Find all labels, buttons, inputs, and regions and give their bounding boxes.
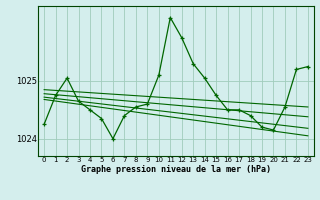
X-axis label: Graphe pression niveau de la mer (hPa): Graphe pression niveau de la mer (hPa) [81, 165, 271, 174]
